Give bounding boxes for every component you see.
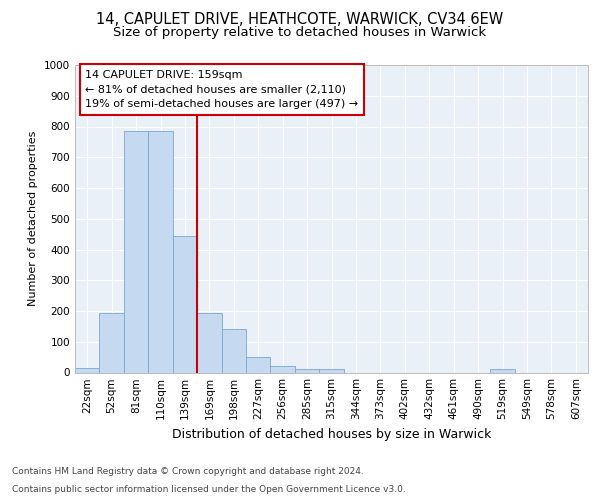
Bar bbox=[173, 236, 197, 372]
Bar bbox=[246, 357, 271, 372]
Bar bbox=[100, 312, 124, 372]
Bar bbox=[75, 368, 100, 372]
Bar bbox=[221, 330, 246, 372]
Bar bbox=[197, 312, 221, 372]
Bar bbox=[148, 131, 173, 372]
Bar bbox=[295, 370, 319, 372]
Text: Contains public sector information licensed under the Open Government Licence v3: Contains public sector information licen… bbox=[12, 485, 406, 494]
Bar bbox=[271, 366, 295, 372]
Y-axis label: Number of detached properties: Number of detached properties bbox=[28, 131, 38, 306]
Text: 14, CAPULET DRIVE, HEATHCOTE, WARWICK, CV34 6EW: 14, CAPULET DRIVE, HEATHCOTE, WARWICK, C… bbox=[97, 12, 503, 28]
Bar bbox=[319, 370, 344, 372]
Bar bbox=[490, 370, 515, 372]
Text: 14 CAPULET DRIVE: 159sqm
← 81% of detached houses are smaller (2,110)
19% of sem: 14 CAPULET DRIVE: 159sqm ← 81% of detach… bbox=[85, 70, 358, 109]
Text: Size of property relative to detached houses in Warwick: Size of property relative to detached ho… bbox=[113, 26, 487, 39]
X-axis label: Distribution of detached houses by size in Warwick: Distribution of detached houses by size … bbox=[172, 428, 491, 441]
Text: Contains HM Land Registry data © Crown copyright and database right 2024.: Contains HM Land Registry data © Crown c… bbox=[12, 467, 364, 476]
Bar bbox=[124, 131, 148, 372]
